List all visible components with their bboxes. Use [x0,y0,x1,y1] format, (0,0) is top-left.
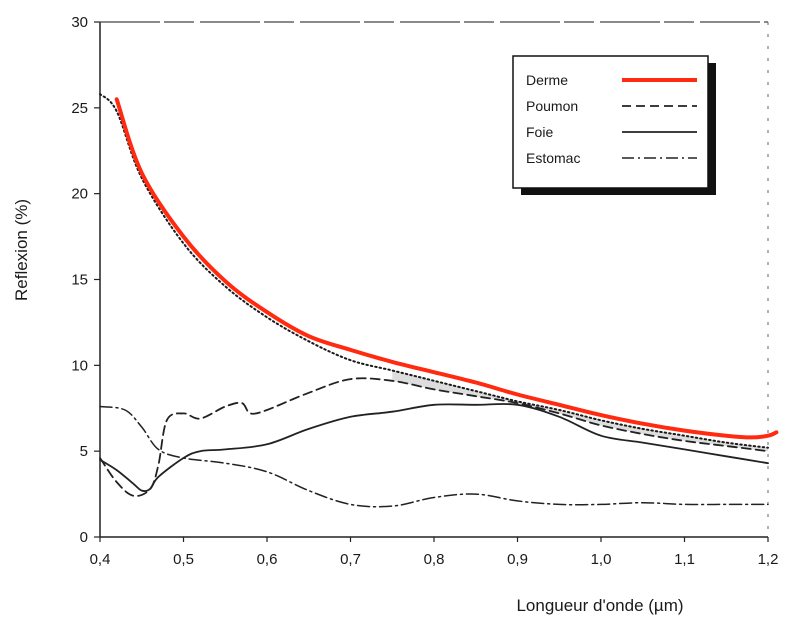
x-tick-label: 0,6 [257,551,278,568]
x-tick-label: 0,7 [340,551,361,568]
y-tick-label: 30 [71,14,88,31]
x-ticks: 0,4 0,5 0,6 0,7 0,8 0,9 1,0 1,1 1,2 [90,537,779,568]
series-line-unlabeled [99,93,769,449]
x-tick-label: 0,8 [424,551,445,568]
legend-label: Poumon [526,98,578,114]
x-tick-label: 0,9 [507,551,528,568]
y-axis-label: Reflexion (%) [12,199,31,301]
legend: Derme Poumon Foie Estomac [512,55,716,195]
series-line-poumon [99,377,769,497]
y-tick-label: 5 [80,443,88,460]
x-tick-label: 1,2 [758,551,779,568]
x-tick-label: 0,5 [173,551,194,568]
series-line-foie [99,403,769,492]
legend-items: Derme Poumon Foie Estomac [526,72,697,166]
legend-label: Estomac [526,150,580,166]
y-tick-label: 25 [71,100,88,117]
x-tick-label: 0,4 [90,551,111,568]
x-tick-label: 1,0 [591,551,612,568]
series-lines [99,93,779,508]
legend-label: Foie [526,124,553,140]
legend-label: Derme [526,72,568,88]
series-line-estomac [99,405,769,508]
y-tick-label: 10 [71,357,88,374]
x-axis-label: Longueur d'onde (µm) [516,596,683,615]
y-ticks: 0 5 10 15 20 25 30 [71,14,100,546]
x-tick-label: 1,1 [674,551,695,568]
y-tick-label: 15 [71,272,88,289]
y-tick-label: 0 [80,529,88,546]
series-line-derme [114,97,779,440]
y-tick-label: 20 [71,186,88,203]
